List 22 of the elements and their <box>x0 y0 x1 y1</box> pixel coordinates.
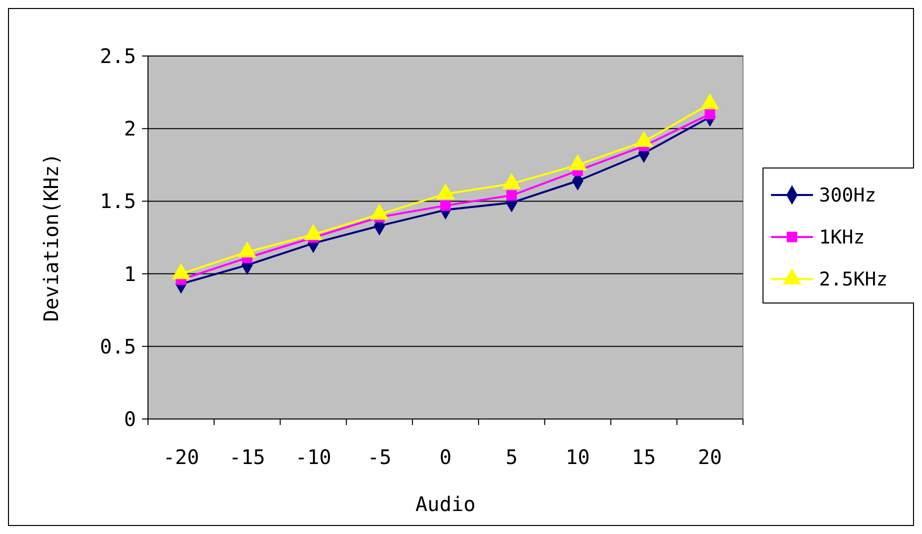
legend-label: 1KHz <box>819 226 865 249</box>
point <box>704 108 716 120</box>
x-tick-label: 15 <box>632 445 656 469</box>
x-tick-label: -15 <box>229 445 266 469</box>
legend-label: 300Hz <box>819 184 876 207</box>
y-tick-label: 2.5 <box>100 44 136 68</box>
y-tick-label: 0.5 <box>100 334 136 358</box>
x-tick-label: -10 <box>295 445 332 469</box>
x-tick-label: -20 <box>162 445 200 469</box>
x-tick-label: 0 <box>439 445 452 469</box>
x-axis-title: Audio <box>415 492 476 516</box>
y-tick-label: 1 <box>124 262 136 286</box>
y-axis-title: Deviation(KHz) <box>39 153 63 322</box>
point <box>506 190 517 201</box>
y-tick-label: 1.5 <box>100 189 136 214</box>
y-tick-label: 0 <box>124 407 136 431</box>
legend-label: 2.5KHz <box>819 268 888 291</box>
y-tick-label: 2 <box>124 116 136 141</box>
x-tick-label: 20 <box>698 445 722 469</box>
x-tick-label: -5 <box>367 445 392 469</box>
x-tick-label: 5 <box>506 445 518 469</box>
x-tick-label: 10 <box>566 445 590 469</box>
